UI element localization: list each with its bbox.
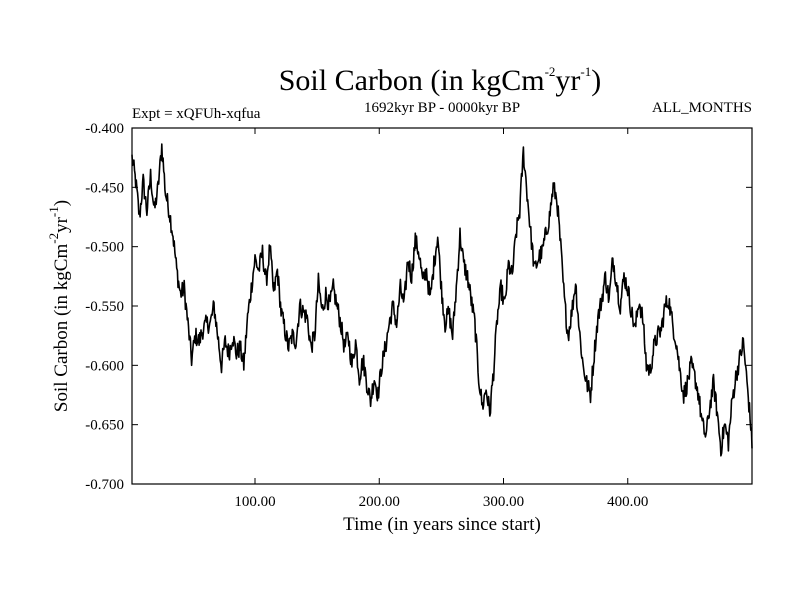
y-axis-label: Soil Carbon (in kgCm-2yr-1) <box>46 200 72 412</box>
chart-title: Soil Carbon (in kgCm-2yr-1) <box>279 64 602 97</box>
x-tick-label: 200.00 <box>359 494 400 510</box>
y-tick-label: -0.700 <box>85 477 124 493</box>
subtitle-experiment: Expt = xQFUh-xqfua <box>132 106 261 122</box>
y-tick-label: -0.450 <box>85 180 124 196</box>
series-line-soil-carbon <box>131 143 753 457</box>
y-tick-label: -0.650 <box>85 418 124 434</box>
y-tick-label: -0.600 <box>85 358 124 374</box>
y-tick-label: -0.400 <box>85 121 124 137</box>
x-axis: 100.00 200.00 300.00 400.00 <box>234 128 648 510</box>
x-tick-label: 100.00 <box>234 494 275 510</box>
subtitle-period: 1692kyr BP - 0000kyr BP <box>364 100 520 116</box>
x-axis-label: Time (in years since start) <box>343 514 541 535</box>
plot-frame <box>131 127 753 485</box>
y-axis: -0.400 -0.450 -0.500 -0.550 -0.600 -0.650 -0.7… <box>85 121 752 493</box>
y-tick-label: -0.550 <box>85 299 124 315</box>
x-tick-label: 300.00 <box>483 494 524 510</box>
subtitle-months: ALL_MONTHS <box>652 100 752 116</box>
y-tick-label: -0.500 <box>85 240 124 256</box>
x-tick-label: 400.00 <box>607 494 648 510</box>
